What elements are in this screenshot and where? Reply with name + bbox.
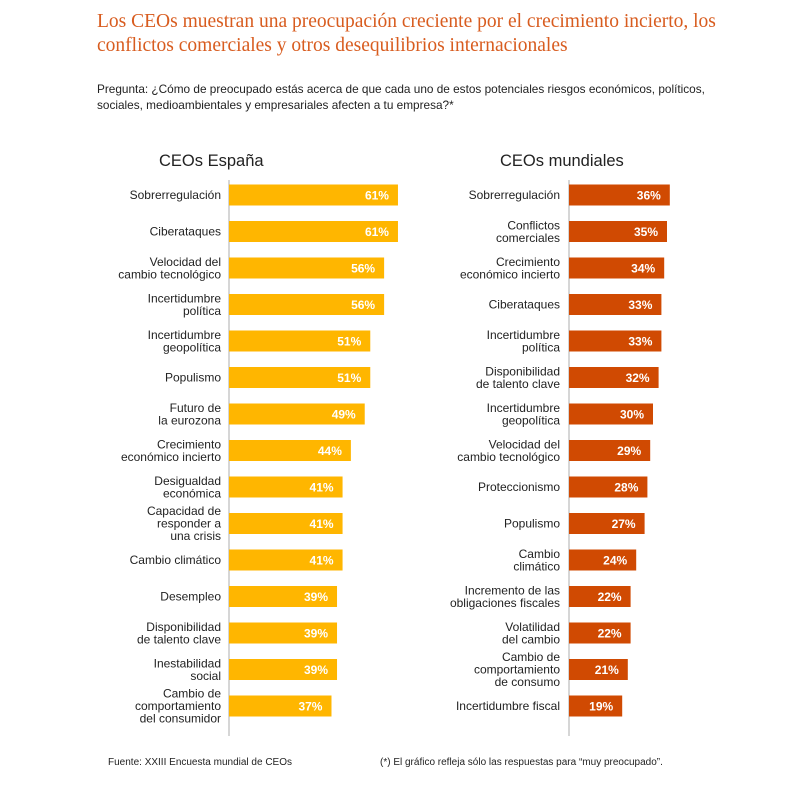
spain-value-label-desempleo: 39% [304, 590, 328, 604]
world-value-label-proteccionismo: 28% [614, 481, 638, 495]
world-value-label-crecimiento-economico-incierto: 34% [631, 262, 655, 276]
world-bar-incremento-de-las-obligaciones-fiscales [569, 586, 631, 607]
world-value-label-incremento-de-las-obligaciones-fiscales: 22% [598, 590, 622, 604]
world-category-label-volatilidad-del-cambio: Volatilidad del cambio [502, 620, 560, 647]
chart-title: Los CEOs muestran una preocupación creci… [97, 11, 716, 56]
spain-category-label-desigualdad-economica: Desigualdad económica [154, 474, 221, 501]
spain-bar-capacidad-de-responder-a-una-crisis [229, 513, 343, 534]
spain-value-label-capacidad-de-responder-a-una-crisis: 41% [310, 517, 334, 531]
spain-category-label-crecimiento-economico-incierto: Crecimiento económico incierto [121, 437, 221, 464]
world-bar-velocidad-del-cambio-tecnologico [569, 440, 651, 461]
spain-panel-title: CEOs España [159, 152, 264, 170]
spain-bar-sobrerregulacion [229, 184, 398, 206]
world-category-label-incertidumbre-politica: Incertidumbre política [487, 328, 561, 355]
world-value-label-conflictos-comerciales: 35% [634, 225, 658, 239]
spain-bar-desempleo [229, 586, 338, 607]
spain-value-label-cambio-de-comportamiento-del-consumidor: 37% [298, 700, 322, 714]
world-bar-sobrerregulacion [569, 184, 670, 206]
spain-value-label-crecimiento-economico-incierto: 44% [318, 444, 342, 458]
world-category-label-velocidad-del-cambio-tecnologico: Velocidad del cambio tecnológico [457, 437, 560, 464]
spain-value-label-disponibilidad-de-talento-clave: 39% [304, 627, 328, 641]
world-value-label-cambio-de-comportamiento-de-consumo: 21% [595, 663, 619, 677]
spain-bar-futuro-de-la-eurozona [229, 403, 365, 425]
spain-value-label-populismo: 51% [337, 371, 361, 385]
spain-bar-velocidad-del-cambio-tecnologico [229, 257, 385, 279]
world-bar-volatilidad-del-cambio [569, 622, 631, 644]
world-category-label-cambio-de-comportamiento-de-consumo: Cambio de comportamiento de consumo [474, 650, 560, 689]
world-category-label-incertidumbre-geopolitica: Incertidumbre geopolítica [487, 401, 561, 428]
spain-bar-chart: 61% Sobrerregulación 61% Ciberataques 56% Vel… [118, 180, 398, 736]
spain-category-label-desempleo: Desempleo [160, 590, 221, 604]
spain-value-label-futuro-de-la-eurozona: 49% [332, 408, 356, 422]
world-bar-conflictos-comerciales [569, 221, 667, 242]
world-bar-incertidumbre-fiscal [569, 695, 623, 717]
world-category-label-ciberataques: Ciberataques [489, 298, 560, 312]
world-category-label-disponibilidad-de-talento-clave: Disponibilidad de talento clave [476, 364, 560, 391]
world-value-label-velocidad-del-cambio-tecnologico: 29% [617, 444, 641, 458]
spain-value-label-incertidumbre-geopolitica: 51% [337, 335, 361, 349]
world-value-label-cambio-climatico: 24% [603, 554, 627, 568]
world-category-label-crecimiento-economico-incierto: Crecimiento económico incierto [460, 255, 560, 282]
world-category-label-populismo: Populismo [504, 517, 560, 531]
spain-category-label-capacidad-de-responder-a-una-crisis: Capacidad de responder a una crisis [147, 504, 221, 543]
spain-category-label-incertidumbre-geopolitica: Incertidumbre geopolítica [148, 328, 222, 355]
spain-bar-incertidumbre-politica [229, 294, 385, 315]
spain-category-label-cambio-climatico: Cambio climático [130, 553, 222, 567]
spain-value-label-cambio-climatico: 41% [310, 554, 334, 568]
spain-bar-crecimiento-economico-incierto [229, 440, 351, 461]
spain-bar-cambio-climatico [229, 549, 343, 571]
spain-category-label-incertidumbre-politica: Incertidumbre política [148, 291, 222, 318]
world-value-label-volatilidad-del-cambio: 22% [598, 627, 622, 641]
spain-category-label-sobrerregulacion: Sobrerregulación [130, 188, 221, 202]
world-bar-crecimiento-economico-incierto [569, 257, 665, 279]
spain-bar-ciberataques [229, 221, 398, 242]
spain-category-label-velocidad-del-cambio-tecnologico: Velocidad del cambio tecnológico [118, 255, 221, 282]
world-bar-proteccionismo [569, 476, 648, 498]
world-category-label-proteccionismo: Proteccionismo [478, 480, 560, 494]
world-value-label-disponibilidad-de-talento-clave: 32% [626, 371, 650, 385]
spain-bar-populismo [229, 367, 371, 388]
spain-bar-cambio-de-comportamiento-del-consumidor [229, 695, 332, 717]
spain-category-label-futuro-de-la-eurozona: Futuro de la eurozona [158, 401, 221, 428]
world-value-label-ciberataques: 33% [628, 298, 652, 312]
spain-category-label-disponibilidad-de-talento-clave: Disponibilidad de talento clave [137, 620, 221, 647]
world-bar-disponibilidad-de-talento-clave [569, 367, 659, 388]
spain-bar-desigualdad-economica [229, 476, 343, 498]
spain-value-label-velocidad-del-cambio-tecnologico: 56% [351, 262, 375, 276]
spain-value-label-sobrerregulacion: 61% [365, 189, 389, 203]
world-panel-title: CEOs mundiales [500, 152, 624, 170]
world-bar-incertidumbre-politica [569, 330, 662, 352]
spain-bar-inestabilidad-social [229, 659, 338, 680]
world-category-label-sobrerregulacion: Sobrerregulación [469, 188, 560, 202]
world-value-label-incertidumbre-politica: 33% [628, 335, 652, 349]
world-value-label-incertidumbre-geopolitica: 30% [620, 408, 644, 422]
spain-category-label-cambio-de-comportamiento-del-consumidor: Cambio de comportamiento del consumidor [135, 687, 221, 726]
world-bar-cambio-de-comportamiento-de-consumo [569, 659, 628, 680]
world-bar-chart: 36% Sobrerregulación 35% Conflictos comercia… [450, 180, 670, 736]
spain-category-label-ciberataques: Ciberataques [150, 225, 221, 239]
world-value-label-incertidumbre-fiscal: 19% [589, 700, 613, 714]
world-category-label-conflictos-comerciales: Conflictos comerciales [496, 218, 560, 245]
spain-value-label-incertidumbre-politica: 56% [351, 298, 375, 312]
world-category-label-incremento-de-las-obligaciones-fiscales: Incremento de las obligaciones fiscales [450, 583, 560, 610]
survey-question: Pregunta: ¿Cómo de preocupado estás acer… [97, 82, 705, 112]
spain-category-label-inestabilidad-social: Inestabilidad social [154, 656, 221, 683]
world-bar-ciberataques [569, 294, 662, 315]
world-bar-incertidumbre-geopolitica [569, 403, 653, 425]
spain-value-label-inestabilidad-social: 39% [304, 663, 328, 677]
world-category-label-incertidumbre-fiscal: Incertidumbre fiscal [456, 699, 560, 713]
footnote: (*) El gráfico refleja sólo las respuest… [380, 757, 663, 768]
spain-category-label-populismo: Populismo [165, 371, 221, 385]
spain-bar-disponibilidad-de-talento-clave [229, 622, 338, 644]
world-category-label-cambio-climatico: Cambio climático [513, 547, 560, 574]
world-value-label-populismo: 27% [612, 517, 636, 531]
spain-value-label-desigualdad-economica: 41% [310, 481, 334, 495]
world-bar-cambio-climatico [569, 549, 637, 571]
world-value-label-sobrerregulacion: 36% [637, 189, 661, 203]
source-note: Fuente: XXIII Encuesta mundial de CEOs [108, 757, 292, 768]
spain-value-label-ciberataques: 61% [365, 225, 389, 239]
world-bar-populismo [569, 513, 645, 534]
spain-bar-incertidumbre-geopolitica [229, 330, 371, 352]
